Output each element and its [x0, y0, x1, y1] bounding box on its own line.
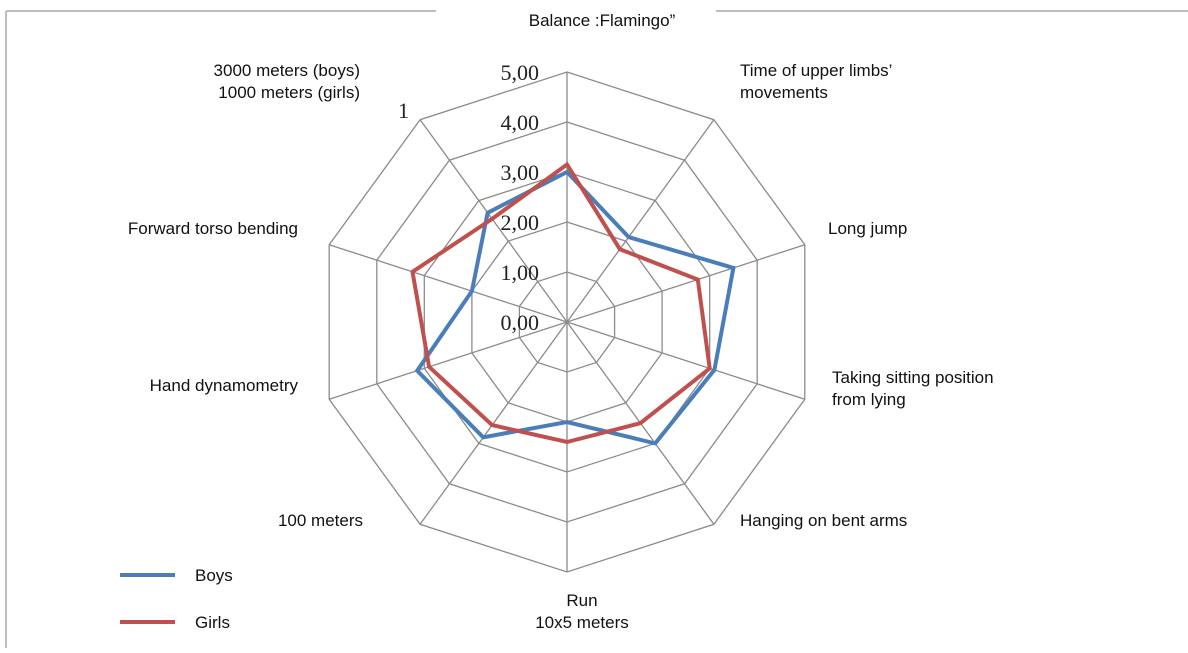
axis-label-5: Run [566, 591, 597, 610]
axis-labels: Balance :Flamingo” Time of upper limbs’ mo… [128, 11, 994, 632]
spoke-2 [566, 244, 806, 323]
legend-label-boys: Boys [195, 566, 233, 585]
axis-label-9: 3000 meters (boys) [214, 61, 360, 80]
stray-tick-label: 1 [398, 98, 409, 123]
title-mask [436, 0, 716, 44]
spoke-9 [419, 119, 568, 323]
series-layer [410, 161, 736, 446]
tick-label: 4,00 [501, 110, 540, 135]
axis-label-3: Taking sitting position [832, 368, 994, 387]
tick-label: 1,00 [501, 260, 540, 285]
axis-label-0: Balance :Flamingo” [529, 11, 676, 30]
axis-label-7: Hand dynamometry [150, 376, 299, 395]
tick-label: 2,00 [501, 210, 540, 235]
axis-label-6: 100 meters [278, 511, 363, 530]
tick-label: 3,00 [501, 160, 540, 185]
tick-label: 5,00 [501, 60, 540, 85]
axis-label-8: Forward torso bending [128, 219, 298, 238]
spoke-1 [566, 119, 715, 323]
radar-spokes [328, 0, 806, 572]
spoke-6 [419, 321, 568, 525]
axis-label-5: 10x5 meters [535, 613, 629, 632]
axis-label-3: from lying [832, 390, 906, 409]
legend: Boys Girls [120, 566, 233, 632]
axis-label-1: Time of upper limbs’ [740, 61, 892, 80]
outer-frame [5, 10, 1188, 648]
axis-label-9: 1000 meters (girls) [218, 83, 360, 102]
axis-label-2: Long jump [828, 219, 907, 238]
series-line-boys [414, 169, 736, 446]
tick-label: 0,00 [501, 310, 540, 335]
spoke-3 [566, 321, 806, 400]
series-line-girls [410, 161, 712, 445]
spoke-8 [328, 244, 568, 323]
axis-label-1: movements [740, 83, 828, 102]
legend-label-girls: Girls [195, 613, 230, 632]
spoke-7 [328, 321, 568, 400]
tick-labels: 0,00 1,00 2,00 3,00 4,00 5,00 1 [398, 60, 539, 335]
axis-label-4: Hanging on bent arms [740, 511, 907, 530]
